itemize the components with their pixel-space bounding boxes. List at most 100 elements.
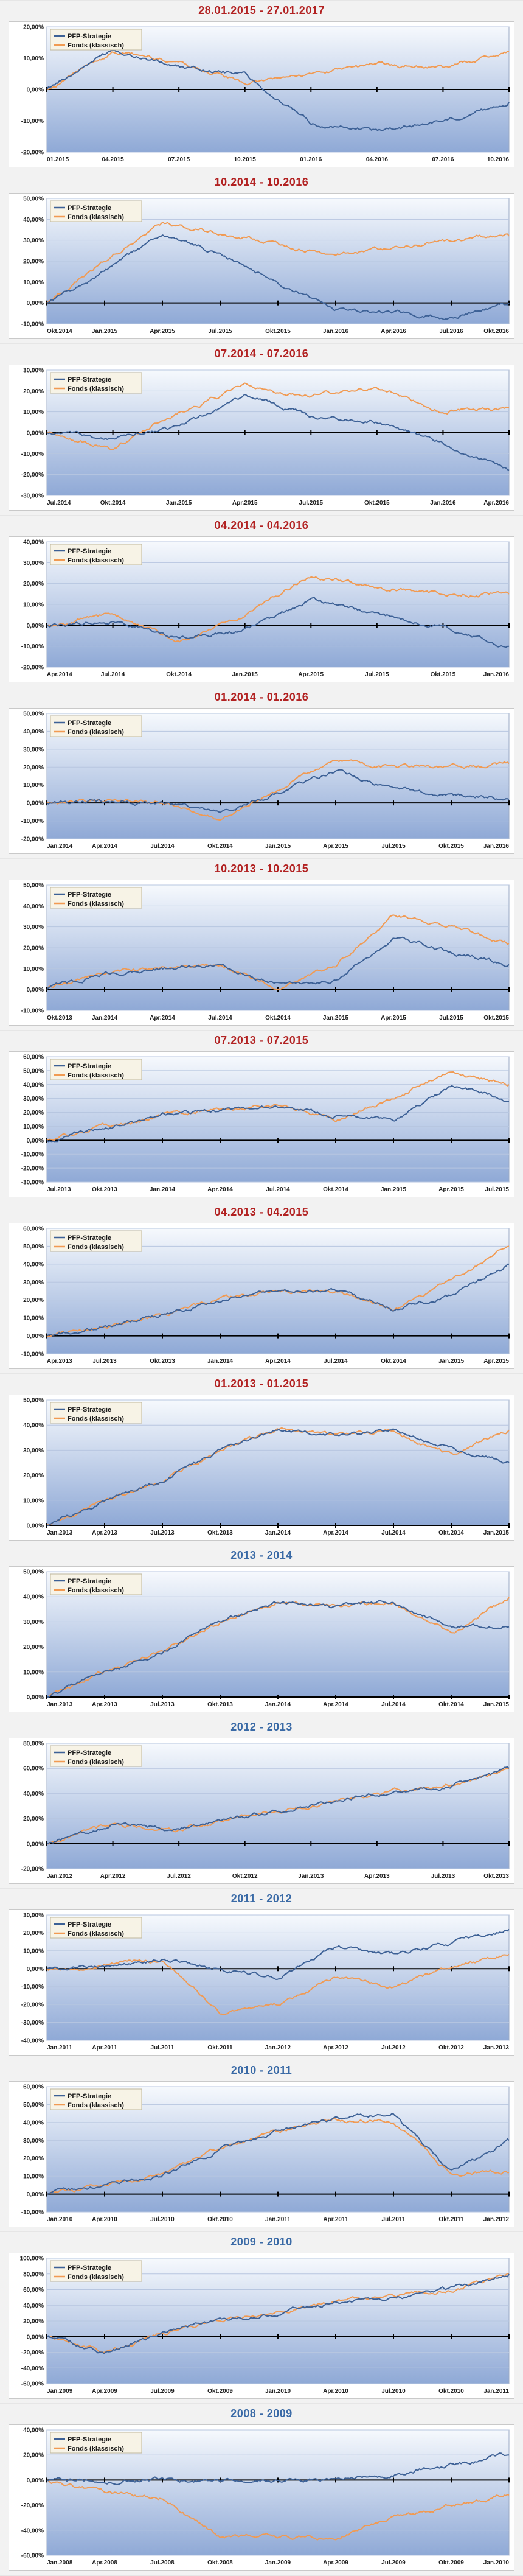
legend: PFP-Strategie Fonds (klassisch) [50, 2088, 142, 2110]
y-tick-label: 10,00% [23, 1124, 44, 1130]
y-tick-label: -20,00% [21, 836, 44, 843]
line-chart: -10,00% 0,00% 10,00% 20,00% 30,00% 40,00% 50,0… [21, 2084, 510, 2223]
x-tick-label: Jul.2014 [324, 1358, 348, 1365]
legend-box [50, 200, 142, 222]
x-tick-label: Jul.2014 [381, 1530, 406, 1536]
y-tick-label: 0,00% [27, 2334, 44, 2340]
x-tick-label: Jan.2015 [92, 328, 118, 335]
x-tick-label: Jan.2014 [150, 1186, 176, 1193]
y-tick-label: 50,00% [23, 883, 44, 889]
x-tick-label: Okt.2009 [438, 2560, 464, 2566]
legend-box [50, 1917, 142, 1939]
series-line-strategy [46, 1263, 509, 1337]
chart-title: 2011 - 2012 [230, 1892, 293, 1905]
series-line-strategy [46, 2452, 510, 2485]
line-chart: -30,00% -20,00% -10,00% 0,00% 10,00% 20,00% 30… [21, 1054, 510, 1193]
legend-label: Fonds (klassisch) [68, 42, 124, 49]
x-tick-label: Apr.2015 [150, 328, 175, 335]
chart-frame: -10,00% 0,00% 10,00% 20,00% 30,00% 40,00% 50,0… [9, 2081, 514, 2227]
legend-label: Fonds (klassisch) [68, 214, 124, 221]
y-tick-label: 30,00% [23, 1913, 44, 1919]
x-tick-label: Apr.2013 [47, 1358, 72, 1365]
legend-label: Fonds (klassisch) [68, 1072, 124, 1079]
x-tick-label: Jul.2014 [266, 1186, 290, 1193]
x-tick-label: 01.2015 [47, 156, 69, 163]
y-tick-label: 20,00% [23, 1472, 44, 1479]
legend: PFP-Strategie Fonds (klassisch) [50, 544, 142, 565]
x-tick-label: Apr.2014 [92, 843, 117, 850]
series-line-strategy [46, 936, 510, 990]
x-tick-label: Jul.2013 [431, 1873, 455, 1880]
y-tick-label: -20,00% [21, 2502, 44, 2509]
x-tick-label: Jul.2015 [365, 671, 389, 678]
legend: PFP-Strategie Fonds (klassisch) [50, 1230, 142, 1252]
chart-panel: 2011 - 2012 -40,00% -30,00% -20,00% -10,00% 0… [0, 1888, 523, 2061]
x-tick-label: Apr.2013 [92, 1701, 117, 1708]
x-tick-label: Jul.2015 [208, 328, 232, 335]
x-tick-label: Jan.2016 [483, 671, 510, 678]
y-tick-label: 10,00% [23, 1315, 44, 1322]
legend-label: PFP-Strategie [68, 1578, 111, 1585]
line-chart: -10,00% 0,00% 10,00% 20,00% 30,00% 40,00% 50,0… [21, 1226, 510, 1365]
legend-box [50, 715, 142, 737]
x-tick-label: Okt.2014 [47, 328, 72, 335]
x-tick-label: Okt.2013 [92, 1186, 117, 1193]
y-tick-label: 20,00% [23, 581, 44, 587]
x-tick-label: Jan.2009 [265, 2560, 291, 2566]
chart-panel: 07.2013 - 07.2015 -30,00% -20,00% -10,00% 0,… [0, 1030, 523, 1203]
y-tick-label: 50,00% [23, 1398, 44, 1404]
chart-panel: 01.2014 - 01.2016 -20,00% -10,00% 0,00% 10,0… [0, 687, 523, 859]
y-tick-label: -30,00% [21, 2020, 44, 2026]
y-tick-label: 30,00% [23, 368, 44, 374]
series-line-strategy [46, 769, 510, 814]
chart-panel: 2010 - 2011 -10,00% 0,00% 10,00% 20,00% 30,00… [0, 2060, 523, 2233]
y-tick-label: 0,00% [27, 1333, 44, 1340]
line-chart: -30,00% -20,00% -10,00% 0,00% 10,00% 20,00% 30… [21, 368, 510, 506]
x-tick-label: Okt.2014 [381, 1358, 406, 1365]
legend-label: PFP-Strategie [68, 1921, 111, 1928]
chart-frame: -10,00% 0,00% 10,00% 20,00% 30,00% 40,00% 50,0… [9, 193, 514, 339]
series-line-strategy [46, 49, 510, 131]
y-tick-label: 40,00% [23, 1594, 44, 1601]
x-tick-label: Jul.2013 [150, 1530, 175, 1536]
line-chart: -20,00% 0,00% 20,00% 40,00% 60,00% 80,00% Jan.… [21, 1741, 510, 1880]
x-tick-label: Apr.2009 [92, 2388, 117, 2395]
x-tick-label: Apr.2015 [323, 843, 348, 850]
x-tick-label: Okt.2015 [431, 671, 456, 678]
chart-frame: -60,00% -40,00% -20,00% 0,00% 20,00% 40,00% 60… [9, 2253, 514, 2399]
chart-panel: 2008 - 2009 -60,00% -40,00% -20,00% 0,00% 20,… [0, 2403, 523, 2576]
y-tick-label: 20,00% [23, 388, 44, 395]
x-tick-label: Okt.2013 [150, 1358, 175, 1365]
y-tick-label: 40,00% [23, 539, 44, 546]
y-tick-label: 0,00% [27, 2477, 44, 2484]
x-tick-label: Jan.2013 [47, 1701, 73, 1708]
legend-label: PFP-Strategie [68, 1406, 111, 1413]
x-tick-label: Jul.2014 [150, 843, 175, 850]
chart-panel: 10.2014 - 10.2016 -10,00% 0,00% 10,00% 20,00… [0, 172, 523, 345]
line-chart: -20,00% -10,00% 0,00% 10,00% 20,00% 01.2015 04… [21, 24, 510, 163]
y-tick-label: 30,00% [23, 237, 44, 244]
series-line-strategy [46, 2113, 510, 2195]
x-tick-label: Okt.2013 [207, 1701, 233, 1708]
x-tick-label: Jul.2015 [485, 1186, 510, 1193]
legend-label: PFP-Strategie [68, 376, 111, 383]
y-tick-label: -10,00% [21, 321, 44, 328]
y-tick-label: 30,00% [23, 1279, 44, 1286]
y-tick-label: 0,00% [27, 430, 44, 437]
series-line-strategy [46, 234, 510, 320]
series-line-strategy [46, 1928, 510, 1980]
x-tick-label: Apr.2008 [92, 2560, 117, 2566]
y-tick-label: 80,00% [23, 1741, 44, 1748]
y-tick-label: -10,00% [21, 1351, 44, 1358]
chart-frame: -20,00% -10,00% 0,00% 10,00% 20,00% 01.2015 04… [9, 21, 514, 167]
x-tick-label: Jul.2011 [382, 2216, 406, 2223]
y-tick-label: -40,00% [21, 2038, 44, 2045]
x-tick-label: Jul.2010 [381, 2388, 406, 2395]
chart-panel: 2012 - 2013 -20,00% 0,00% 20,00% 40,00% 60,00… [0, 1717, 523, 1889]
y-tick-label: -10,00% [21, 451, 44, 458]
x-tick-label: Okt.2009 [207, 2388, 233, 2395]
chart-frame: -60,00% -40,00% -20,00% 0,00% 20,00% 40,00% Ja… [9, 2424, 514, 2571]
legend-box [50, 29, 142, 51]
x-tick-label: Apr.2012 [100, 1873, 126, 1880]
x-tick-label: Jan.2012 [47, 1873, 73, 1880]
